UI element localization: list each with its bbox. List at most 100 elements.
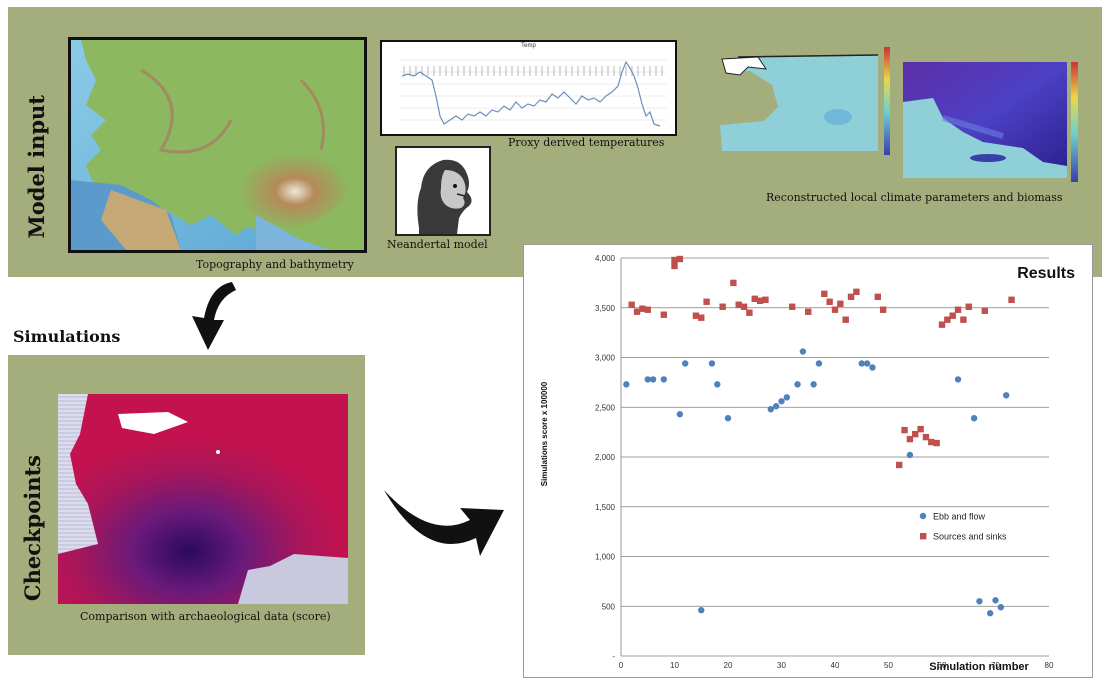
- data-point-ebb-and-flow: [815, 360, 823, 367]
- data-point-sources-and-sinks: [853, 288, 860, 296]
- x-tick-label: 10: [670, 661, 679, 670]
- data-point-ebb-and-flow: [976, 598, 983, 605]
- data-point-sources-and-sinks: [639, 305, 646, 312]
- data-point-sources-and-sinks: [944, 316, 951, 323]
- proxy-caption: Proxy derived temperatures: [508, 136, 665, 149]
- legend-marker: [919, 512, 927, 520]
- data-point-ebb-and-flow: [767, 406, 774, 413]
- data-point-sources-and-sinks: [837, 300, 844, 307]
- y-tick-label: 3,500: [595, 304, 616, 313]
- climate-caption: Reconstructed local climate parameters a…: [766, 191, 1063, 204]
- x-tick-label: 0: [619, 661, 624, 670]
- data-point-ebb-and-flow: [869, 364, 876, 371]
- data-point-ebb-and-flow: [778, 398, 785, 405]
- chart-y-axis-label: Simulations score x 100000: [540, 381, 549, 486]
- data-point-sources-and-sinks: [756, 297, 764, 304]
- y-tick-label: 1,500: [595, 503, 616, 512]
- data-point-sources-and-sinks: [751, 295, 758, 302]
- proxy-chart-title: Temp: [521, 43, 536, 49]
- legend-label: Sources and sinks: [933, 532, 1007, 542]
- data-point-sources-and-sinks: [874, 293, 881, 301]
- data-point-sources-and-sinks: [633, 308, 641, 315]
- data-point-sources-and-sinks: [826, 298, 833, 305]
- data-point-ebb-and-flow: [714, 381, 721, 388]
- data-point-sources-and-sinks: [660, 311, 667, 318]
- data-point-ebb-and-flow: [623, 381, 630, 388]
- data-point-sources-and-sinks: [1008, 296, 1015, 303]
- data-point-ebb-and-flow: [676, 411, 684, 418]
- neandertal-caption: Neandertal model: [387, 238, 488, 251]
- data-point-sources-and-sinks: [789, 303, 796, 310]
- curved-arrow-down: [192, 282, 236, 350]
- data-point-ebb-and-flow: [799, 348, 807, 355]
- data-point-sources-and-sinks: [692, 312, 700, 319]
- data-point-sources-and-sinks: [949, 312, 956, 319]
- data-point-ebb-and-flow: [794, 381, 801, 388]
- data-point-ebb-and-flow: [970, 414, 978, 422]
- data-point-sources-and-sinks: [698, 314, 705, 321]
- y-tick-label: 500: [602, 602, 616, 611]
- x-tick-label: 40: [831, 661, 840, 670]
- data-point-ebb-and-flow: [992, 597, 999, 604]
- x-tick-label: 70: [991, 661, 1000, 670]
- data-point-ebb-and-flow: [783, 394, 791, 401]
- chart-x-axis-label: Simulation number: [929, 661, 1029, 673]
- data-point-ebb-and-flow: [986, 610, 994, 617]
- data-point-sources-and-sinks: [671, 262, 678, 270]
- data-point-sources-and-sinks: [762, 296, 769, 303]
- data-point-sources-and-sinks: [954, 306, 962, 313]
- data-point-ebb-and-flow: [698, 607, 705, 614]
- data-point-sources-and-sinks: [928, 438, 935, 446]
- data-point-ebb-and-flow: [682, 360, 689, 367]
- data-point-ebb-and-flow: [772, 403, 780, 410]
- chart-title: Results: [1017, 265, 1075, 282]
- data-point-sources-and-sinks: [912, 430, 919, 438]
- topography-map: [68, 37, 367, 253]
- data-point-sources-and-sinks: [906, 435, 914, 443]
- y-tick-label: 4,000: [595, 254, 616, 263]
- data-point-sources-and-sinks: [676, 255, 684, 263]
- data-point-sources-and-sinks: [965, 303, 972, 310]
- data-point-ebb-and-flow: [660, 376, 667, 383]
- data-point-ebb-and-flow: [858, 360, 865, 367]
- data-point-sources-and-sinks: [719, 303, 726, 310]
- climate-map-left: [718, 47, 894, 155]
- data-point-ebb-and-flow: [863, 360, 871, 367]
- x-tick-label: 50: [884, 661, 893, 670]
- data-point-sources-and-sinks: [730, 279, 737, 287]
- data-point-ebb-and-flow: [649, 376, 657, 383]
- x-tick-label: 30: [777, 661, 786, 670]
- data-point-sources-and-sinks: [805, 308, 812, 315]
- data-point-sources-and-sinks: [938, 321, 946, 328]
- neandertal-portrait: [395, 146, 491, 236]
- checkpoints-caption: Comparison with archaeological data (sco…: [80, 610, 331, 623]
- data-point-ebb-and-flow: [1003, 392, 1010, 399]
- data-point-sources-and-sinks: [896, 461, 903, 469]
- simulations-label: Simulations: [13, 327, 121, 346]
- legend-marker: [920, 533, 927, 540]
- legend-label: Ebb and flow: [933, 512, 986, 522]
- model-input-label: Model input: [24, 95, 49, 239]
- data-point-ebb-and-flow: [906, 451, 914, 459]
- y-tick-label: 2,500: [595, 403, 616, 412]
- data-point-sources-and-sinks: [821, 290, 828, 298]
- data-point-sources-and-sinks: [842, 316, 849, 323]
- curved-arrow-right: [384, 490, 504, 556]
- proxy-temperature-chart: Temp: [380, 40, 677, 136]
- data-point-sources-and-sinks: [933, 439, 940, 447]
- data-point-ebb-and-flow: [708, 360, 716, 367]
- topography-caption: Topography and bathymetry: [196, 258, 354, 271]
- checkpoint-score-map: [58, 394, 348, 604]
- y-tick-label: 2,000: [595, 453, 616, 462]
- x-tick-label: 20: [724, 661, 733, 670]
- y-tick-label: 3,000: [595, 354, 616, 363]
- data-point-sources-and-sinks: [981, 307, 988, 314]
- data-point-ebb-and-flow: [644, 376, 651, 383]
- data-point-sources-and-sinks: [922, 433, 930, 441]
- data-point-sources-and-sinks: [628, 301, 635, 308]
- data-point-sources-and-sinks: [847, 293, 855, 301]
- data-point-sources-and-sinks: [703, 298, 710, 305]
- data-point-sources-and-sinks: [746, 309, 753, 316]
- data-point-ebb-and-flow: [810, 381, 817, 388]
- checkpoints-label: Checkpoints: [20, 455, 45, 602]
